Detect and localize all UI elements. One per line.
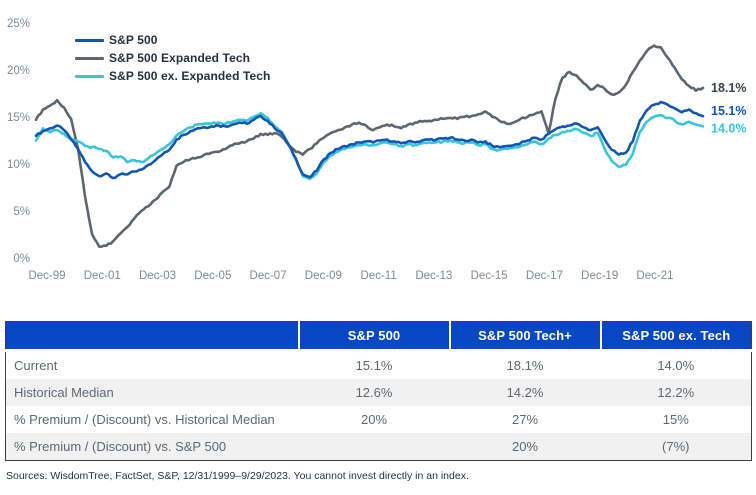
x-axis-tick-label: Dec-13 (415, 270, 452, 282)
y-axis-tick-label: 0% (13, 253, 30, 265)
header-cell: S&P 500 Tech+ (449, 321, 602, 352)
series-end-value-label: 18.1% (711, 81, 746, 95)
legend-label: S&P 500 Expanded Tech (109, 51, 251, 65)
legend-swatch (75, 38, 104, 42)
legend-swatch (75, 56, 104, 60)
series-end-value-label: 14.0% (711, 121, 746, 135)
x-axis-tick-label: Dec-99 (28, 270, 65, 282)
value-cell: 20% (511, 439, 539, 454)
x-axis-tick-label: Dec-11 (361, 270, 397, 282)
series-line-0 (34, 100, 705, 180)
y-axis-tick-label: 5% (13, 206, 30, 218)
series-line-2 (34, 111, 705, 181)
x-axis-tick-label: Dec-01 (84, 270, 121, 282)
comparison-table: S&P 500 S&P 500 Tech+ S&P 500 ex. Tech Curr… (5, 321, 752, 461)
x-axis-tick-label: Dec-07 (250, 270, 287, 282)
chart-legend: S&P 500 S&P 500 Expanded Tech S&P 500 ex. … (75, 31, 270, 85)
header-cell: S&P 500 ex. Tech (600, 321, 752, 352)
value-cell: 12.6% (355, 385, 393, 400)
x-axis-tick-label: Dec-09 (305, 270, 342, 282)
line-chart-svg: 0% 5% 10% 15% 20% 25% Dec-99 Dec-01 Dec-03 Dec-05… (7, 18, 746, 282)
series-line-1 (34, 44, 705, 248)
y-axis-tick-label: 20% (7, 65, 30, 77)
x-axis-tick-label: Dec-03 (139, 270, 176, 282)
legend-item: S&P 500 Expanded Tech (75, 49, 270, 67)
value-cell: 20% (360, 412, 388, 427)
line-chart: 0% 5% 10% 15% 20% 25% Dec-99 Dec-01 Dec-03 Dec-05… (7, 18, 746, 282)
x-axis-tick-label: Dec-21 (636, 270, 673, 282)
value-cell: 18.1% (506, 358, 544, 373)
legend-label: S&P 500 (109, 33, 158, 47)
x-axis-tick-label: Dec-15 (471, 270, 508, 282)
legend-item: S&P 500 (75, 31, 270, 49)
series-end-value-label: 15.1% (711, 104, 746, 118)
legend-swatch (75, 74, 104, 78)
value-cell: 15% (662, 412, 689, 427)
value-cell: 15.1% (355, 358, 393, 373)
value-cell: 12.2% (657, 385, 695, 400)
y-axis-tick-label: 15% (7, 112, 30, 124)
row-label-cell: % Premium / (Discount) vs. Historical Me… (14, 412, 275, 427)
row-label-cell: Historical Median (14, 385, 114, 400)
value-cell: 14.2% (506, 385, 544, 400)
x-axis-tick-label: Dec-17 (526, 270, 563, 282)
value-cell: 14.0% (657, 358, 695, 373)
comparison-table-wrap: S&P 500 S&P 500 Tech+ S&P 500 ex. Tech Curr… (5, 321, 752, 461)
y-axis-tick-label: 10% (7, 159, 30, 171)
legend-item: S&P 500 ex. Expanded Tech (75, 67, 270, 85)
x-axis-tick-label: Dec-05 (194, 270, 231, 282)
source-note: Sources: WisdomTree, FactSet, S&P, 12/31… (6, 470, 469, 482)
table-row: % Premium / (Discount) vs. S&P 500 20% (7%… (5, 433, 752, 461)
value-cell: (7%) (662, 439, 690, 454)
y-axis-tick-label: 25% (7, 18, 30, 30)
table-row: % Premium / (Discount) vs. Historical Me… (6, 406, 752, 433)
legend-label: S&P 500 ex. Expanded Tech (109, 69, 271, 83)
value-cell: 27% (511, 412, 539, 427)
table-header-row: S&P 500 S&P 500 Tech+ S&P 500 ex. Tech (5, 321, 752, 352)
header-cell-blank (5, 321, 300, 352)
row-label-cell: % Premium / (Discount) vs. S&P 500 (14, 439, 227, 454)
x-axis-tick-label: Dec-19 (581, 270, 618, 282)
table-row: Current 15.1% 18.1% 14.0% (6, 351, 752, 380)
row-label-cell: Current (14, 358, 58, 373)
table-row: Historical Median 12.6% 14.2% 12.2% (5, 379, 752, 406)
header-cell: S&P 500 (298, 321, 451, 352)
value-cell (299, 433, 450, 461)
